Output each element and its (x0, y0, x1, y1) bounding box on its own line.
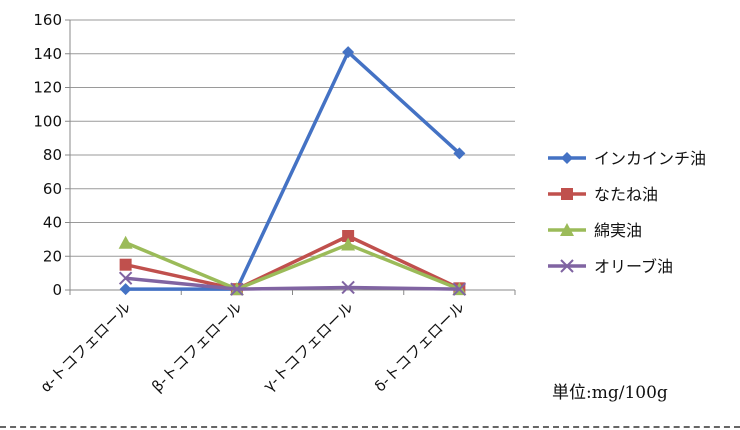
legend-label: インカインチ油 (594, 149, 706, 168)
axes (65, 19, 516, 295)
legend-marker (560, 259, 574, 273)
y-tick-label: 20 (43, 247, 62, 265)
data-point (342, 46, 355, 59)
data-point (341, 237, 356, 251)
series-0 (119, 46, 466, 296)
data-point (230, 282, 244, 296)
y-tick-label: 0 (52, 281, 62, 299)
unit-note: 単位:mg/100g (552, 383, 668, 403)
legend-item: インカインチ油 (548, 149, 706, 168)
data-point (119, 283, 132, 296)
data-point (119, 258, 132, 271)
y-tick-label: 100 (33, 112, 62, 130)
legend-item: オリーブ油 (548, 257, 673, 276)
data-point (342, 230, 355, 242)
legend-label: オリーブ油 (594, 257, 673, 276)
data-point (118, 271, 133, 285)
series-line (125, 276, 460, 291)
series-line (125, 50, 461, 291)
y-tick-label: 60 (43, 180, 62, 198)
legend-label: なたね油 (594, 185, 658, 204)
legend-marker (560, 223, 574, 236)
legend-marker (561, 188, 573, 200)
x-tick-label: γ-トコフェロール (260, 298, 357, 395)
y-tick-label: 140 (33, 45, 62, 63)
legend-label: 綿実油 (594, 221, 642, 240)
legend-item: 綿実油 (548, 221, 642, 240)
x-tick-label: α-トコフェロール (37, 298, 135, 396)
series-line (125, 234, 461, 291)
series-lines (118, 46, 467, 296)
dashed-divider (0, 426, 740, 428)
legend-marker (561, 152, 573, 164)
y-tick-label: 80 (43, 146, 62, 164)
legend-item: なたね油 (548, 185, 658, 204)
x-tick-label: δ-トコフェロール (371, 298, 468, 395)
gridlines (70, 19, 515, 257)
data-point (453, 147, 466, 160)
y-tick-label: 120 (33, 79, 62, 97)
y-tick-label: 160 (33, 11, 62, 29)
y-tick-labels: 0 20 40 60 80 100 120 140 160 (33, 11, 62, 299)
x-tick-label: β-トコフェロール (148, 298, 246, 396)
data-point (341, 280, 355, 295)
x-tick-labels: α-トコフェロール β-トコフェロール γ-トコフェロール δ-トコフェロール (37, 298, 469, 396)
data-point (452, 282, 467, 296)
series-3 (118, 271, 467, 296)
data-point (118, 235, 133, 249)
y-tick-label: 40 (43, 214, 62, 232)
series-line (124, 241, 461, 291)
